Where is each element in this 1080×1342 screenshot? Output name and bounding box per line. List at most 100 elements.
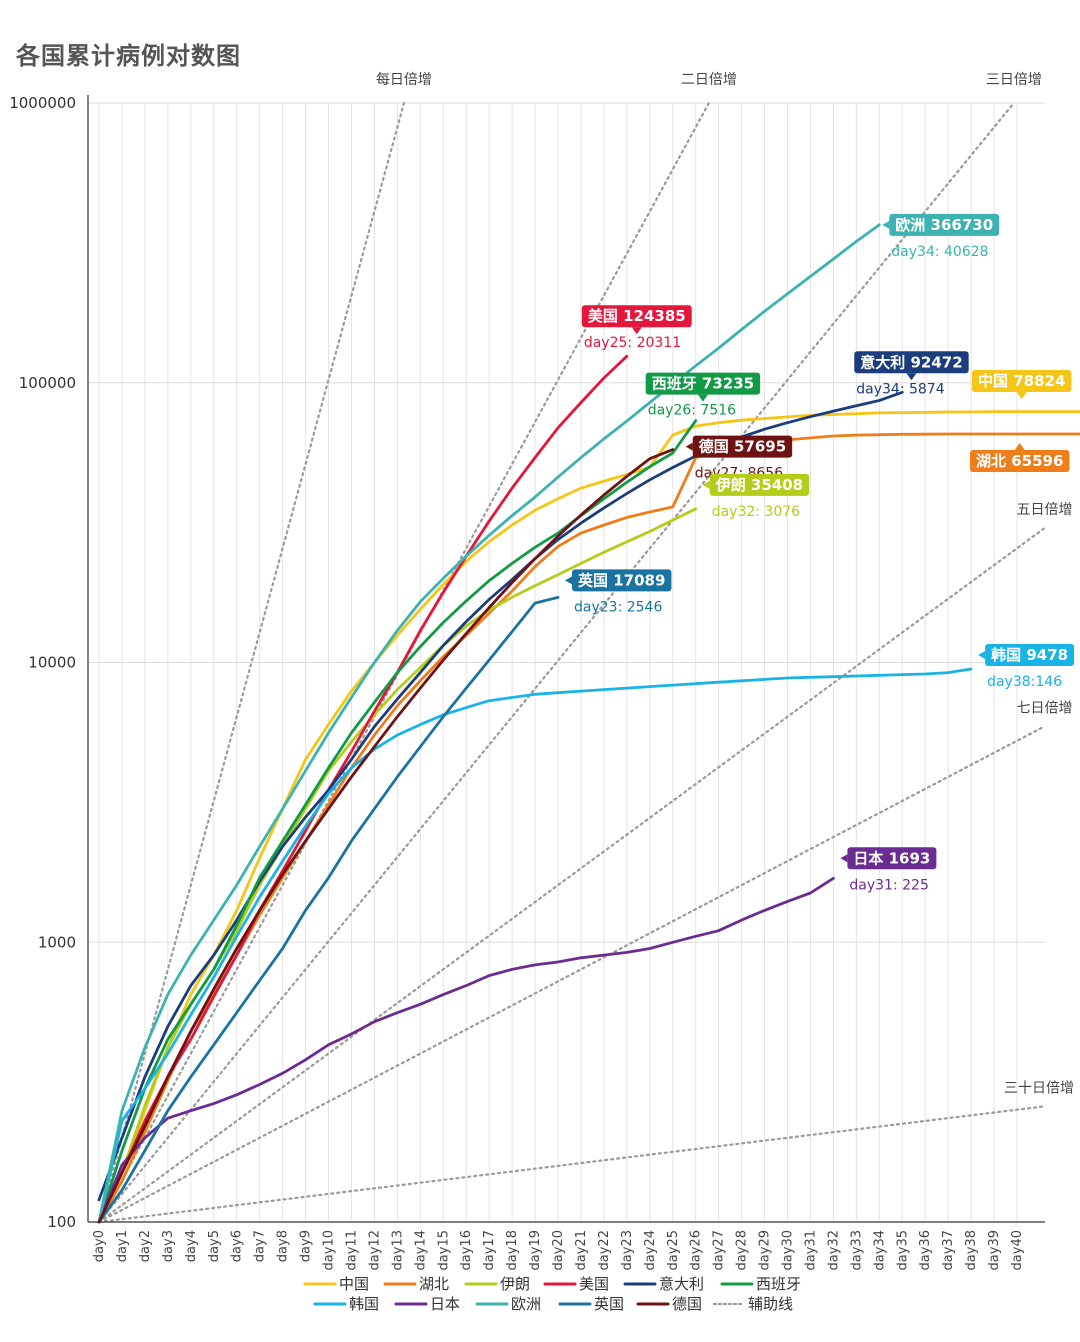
x-tick-label-day6: day6 xyxy=(230,1230,245,1262)
y-tick-label: 10000 xyxy=(28,654,76,672)
callout-e697a5e69cac: 日本 1693 day31: 225 xyxy=(840,847,937,893)
x-tick-label-day21: day21 xyxy=(574,1230,589,1270)
callout-pointer-e88bb1e59bbd xyxy=(565,576,572,585)
callout-sub-e6848fe5a4a7e588a9: day34: 5874 xyxy=(856,381,944,397)
x-tick-label-day11: day11 xyxy=(344,1230,359,1270)
x-tick-label-day23: day23 xyxy=(620,1230,635,1270)
x-tick-label-day18: day18 xyxy=(505,1230,520,1270)
callout-label-e6aca7e6b4b2: 欧洲 366730 xyxy=(895,216,993,234)
callout-pointer-e99fa9e59bbd xyxy=(978,651,986,660)
x-tick-label-day40: day40 xyxy=(1010,1230,1025,1270)
callout-sub-e4bc8ae69c97: day32: 3076 xyxy=(712,504,800,520)
reference-label-7d: 七日倍增 xyxy=(1017,700,1073,716)
legend-label-e88bb1e59bbd: 英国 xyxy=(594,1295,624,1313)
callout-label-e4b8ade59bbd: 中国 78824 xyxy=(978,372,1065,390)
x-tick-label-day16: day16 xyxy=(459,1230,474,1270)
reference-label-1d: 每日倍增 xyxy=(376,72,432,88)
x-tick-label-day15: day15 xyxy=(436,1230,451,1270)
x-tick-label-day31: day31 xyxy=(803,1230,818,1270)
callout-box-e697a5e69cac xyxy=(847,847,937,870)
callout-label-e99fa9e59bbd: 韩国 9478 xyxy=(991,646,1068,664)
legend-label-e6848fe5a4a7e588a9: 意大利 xyxy=(659,1275,704,1293)
legend-item-e99fa9e59bbd: 韩国 xyxy=(313,1295,379,1313)
series-line-e6848fe5a4a7e588a9 xyxy=(97,390,904,1202)
x-tick-label-day13: day13 xyxy=(390,1230,405,1270)
series-lines xyxy=(97,223,1080,1224)
x-tick-label-day2: day2 xyxy=(138,1230,153,1262)
callout-box-e6aca7e6b4b2 xyxy=(889,213,1000,236)
callout-pointer-e4bc8ae69c97 xyxy=(702,480,710,489)
callout-pointer-e8a5bfe78fade78999 xyxy=(697,394,708,402)
callout-sub-e7be8ee59bbd: day25: 20311 xyxy=(584,335,681,351)
reference-label-5d: 五日倍增 xyxy=(1017,502,1073,518)
x-tick-label-day19: day19 xyxy=(528,1230,543,1270)
callout-box-e8a5bfe78fade78999 xyxy=(645,372,761,395)
annotations: 欧洲 366730 day34: 40628 美国 124385 day25: 203… xyxy=(565,213,1075,893)
grid-layer xyxy=(88,102,1045,1223)
callout-box-e99fa9e59bbd xyxy=(985,644,1075,667)
reference-line-30d xyxy=(97,1105,1046,1224)
legend-item-e88bb1e59bbd: 英国 xyxy=(558,1295,624,1313)
y-tick-label: 100 xyxy=(47,1213,76,1231)
x-tick-label-day12: day12 xyxy=(367,1230,382,1270)
series-line-e88bb1e59bbd xyxy=(97,596,560,1224)
reference-line-7d xyxy=(97,725,1046,1224)
callout-e8a5bfe78fade78999: 西班牙 73235 day26: 7516 xyxy=(645,372,761,419)
series-line-e6aca7e6b4b2 xyxy=(97,223,881,1224)
series-line-e6b996e58c97 xyxy=(97,432,1080,1224)
callout-label-e4bc8ae69c97: 伊朗 35408 xyxy=(715,476,803,494)
y-tick-label: 100000 xyxy=(19,374,76,392)
x-tick-label-day26: day26 xyxy=(689,1230,704,1270)
x-tick-label-day33: day33 xyxy=(849,1230,864,1270)
x-tick-label-day36: day36 xyxy=(918,1230,933,1270)
chart-title: 各国累计病例对数图 xyxy=(16,42,241,70)
x-tick-label-day24: day24 xyxy=(643,1230,658,1270)
callout-box-e6b996e58c97 xyxy=(970,450,1070,472)
legend-item-e4bc8ae69c97: 伊朗 xyxy=(464,1275,530,1293)
series-line-e5beb7e59bbd xyxy=(97,448,675,1224)
callout-label-e7be8ee59bbd: 美国 124385 xyxy=(588,307,686,325)
callout-pointer-e4b8ade59bbd xyxy=(1016,392,1027,399)
legend-label-e5beb7e59bbd: 德国 xyxy=(672,1295,702,1313)
callout-label-e8a5bfe78fade78999: 西班牙 73235 xyxy=(652,375,754,393)
callout-label-e6b996e58c97: 湖北 65596 xyxy=(976,452,1063,470)
callout-e6848fe5a4a7e588a9: 意大利 92472 day34: 5874 xyxy=(854,351,969,397)
x-tick-label-day10: day10 xyxy=(322,1230,337,1270)
x-tick-label-day0: day0 xyxy=(92,1230,107,1262)
callout-pointer-e6848fe5a4a7e588a9 xyxy=(906,373,917,381)
callout-e4bc8ae69c97: 伊朗 35408 day32: 3076 xyxy=(702,473,810,520)
x-tick-label-day3: day3 xyxy=(161,1230,176,1262)
callout-sub-e8a5bfe78fade78999: day26: 7516 xyxy=(648,403,736,419)
x-tick-label-day9: day9 xyxy=(299,1230,314,1262)
x-tick-label-day38: day38 xyxy=(964,1230,979,1270)
callout-box-e4bc8ae69c97 xyxy=(709,473,810,496)
reference-line-3d xyxy=(97,101,1015,1224)
callout-e6aca7e6b4b2: 欧洲 366730 day34: 40628 xyxy=(882,213,1000,260)
x-tick-label-day25: day25 xyxy=(666,1230,681,1270)
callout-e99fa9e59bbd: 韩国 9478 day38:146 xyxy=(978,644,1075,690)
callout-label-e697a5e69cac: 日本 1693 xyxy=(853,849,930,867)
callout-e7be8ee59bbd: 美国 124385 day25: 20311 xyxy=(581,305,692,351)
legend-item-e6b996e58c97: 湖北 xyxy=(383,1275,449,1293)
legend-item-e4b8ade59bbd: 中国 xyxy=(303,1275,369,1293)
x-tick-label-day7: day7 xyxy=(253,1230,268,1262)
series-line-e4b8ade59bbd xyxy=(97,410,1080,1224)
x-tick-label-day28: day28 xyxy=(735,1230,750,1270)
x-tick-label-day22: day22 xyxy=(597,1230,612,1270)
x-tick-label-day17: day17 xyxy=(482,1230,497,1270)
callout-sub-e88bb1e59bbd: day23: 2546 xyxy=(574,599,662,615)
callout-pointer-e6b996e58c97 xyxy=(1014,443,1025,450)
legend-label-e4b8ade59bbd: 中国 xyxy=(339,1275,369,1293)
x-tick-label-day27: day27 xyxy=(712,1230,727,1270)
series-line-e99fa9e59bbd xyxy=(97,667,973,1224)
legend-item-e697a5e69cac: 日本 xyxy=(394,1295,460,1313)
callout-box-e7be8ee59bbd xyxy=(581,305,692,328)
series-line-e7be8ee59bbd xyxy=(97,354,629,1224)
x-tick-label-day30: day30 xyxy=(781,1230,796,1270)
legend-label-e6aca7e6b4b2: 欧洲 xyxy=(511,1295,541,1313)
callout-e4b8ade59bbd: 中国 78824 xyxy=(972,370,1072,399)
x-tick-label-day34: day34 xyxy=(872,1230,887,1270)
legend-label-e697a5e69cac: 日本 xyxy=(430,1295,460,1313)
legend-item-e8a5bfe78fade78999: 西班牙 xyxy=(720,1275,801,1293)
